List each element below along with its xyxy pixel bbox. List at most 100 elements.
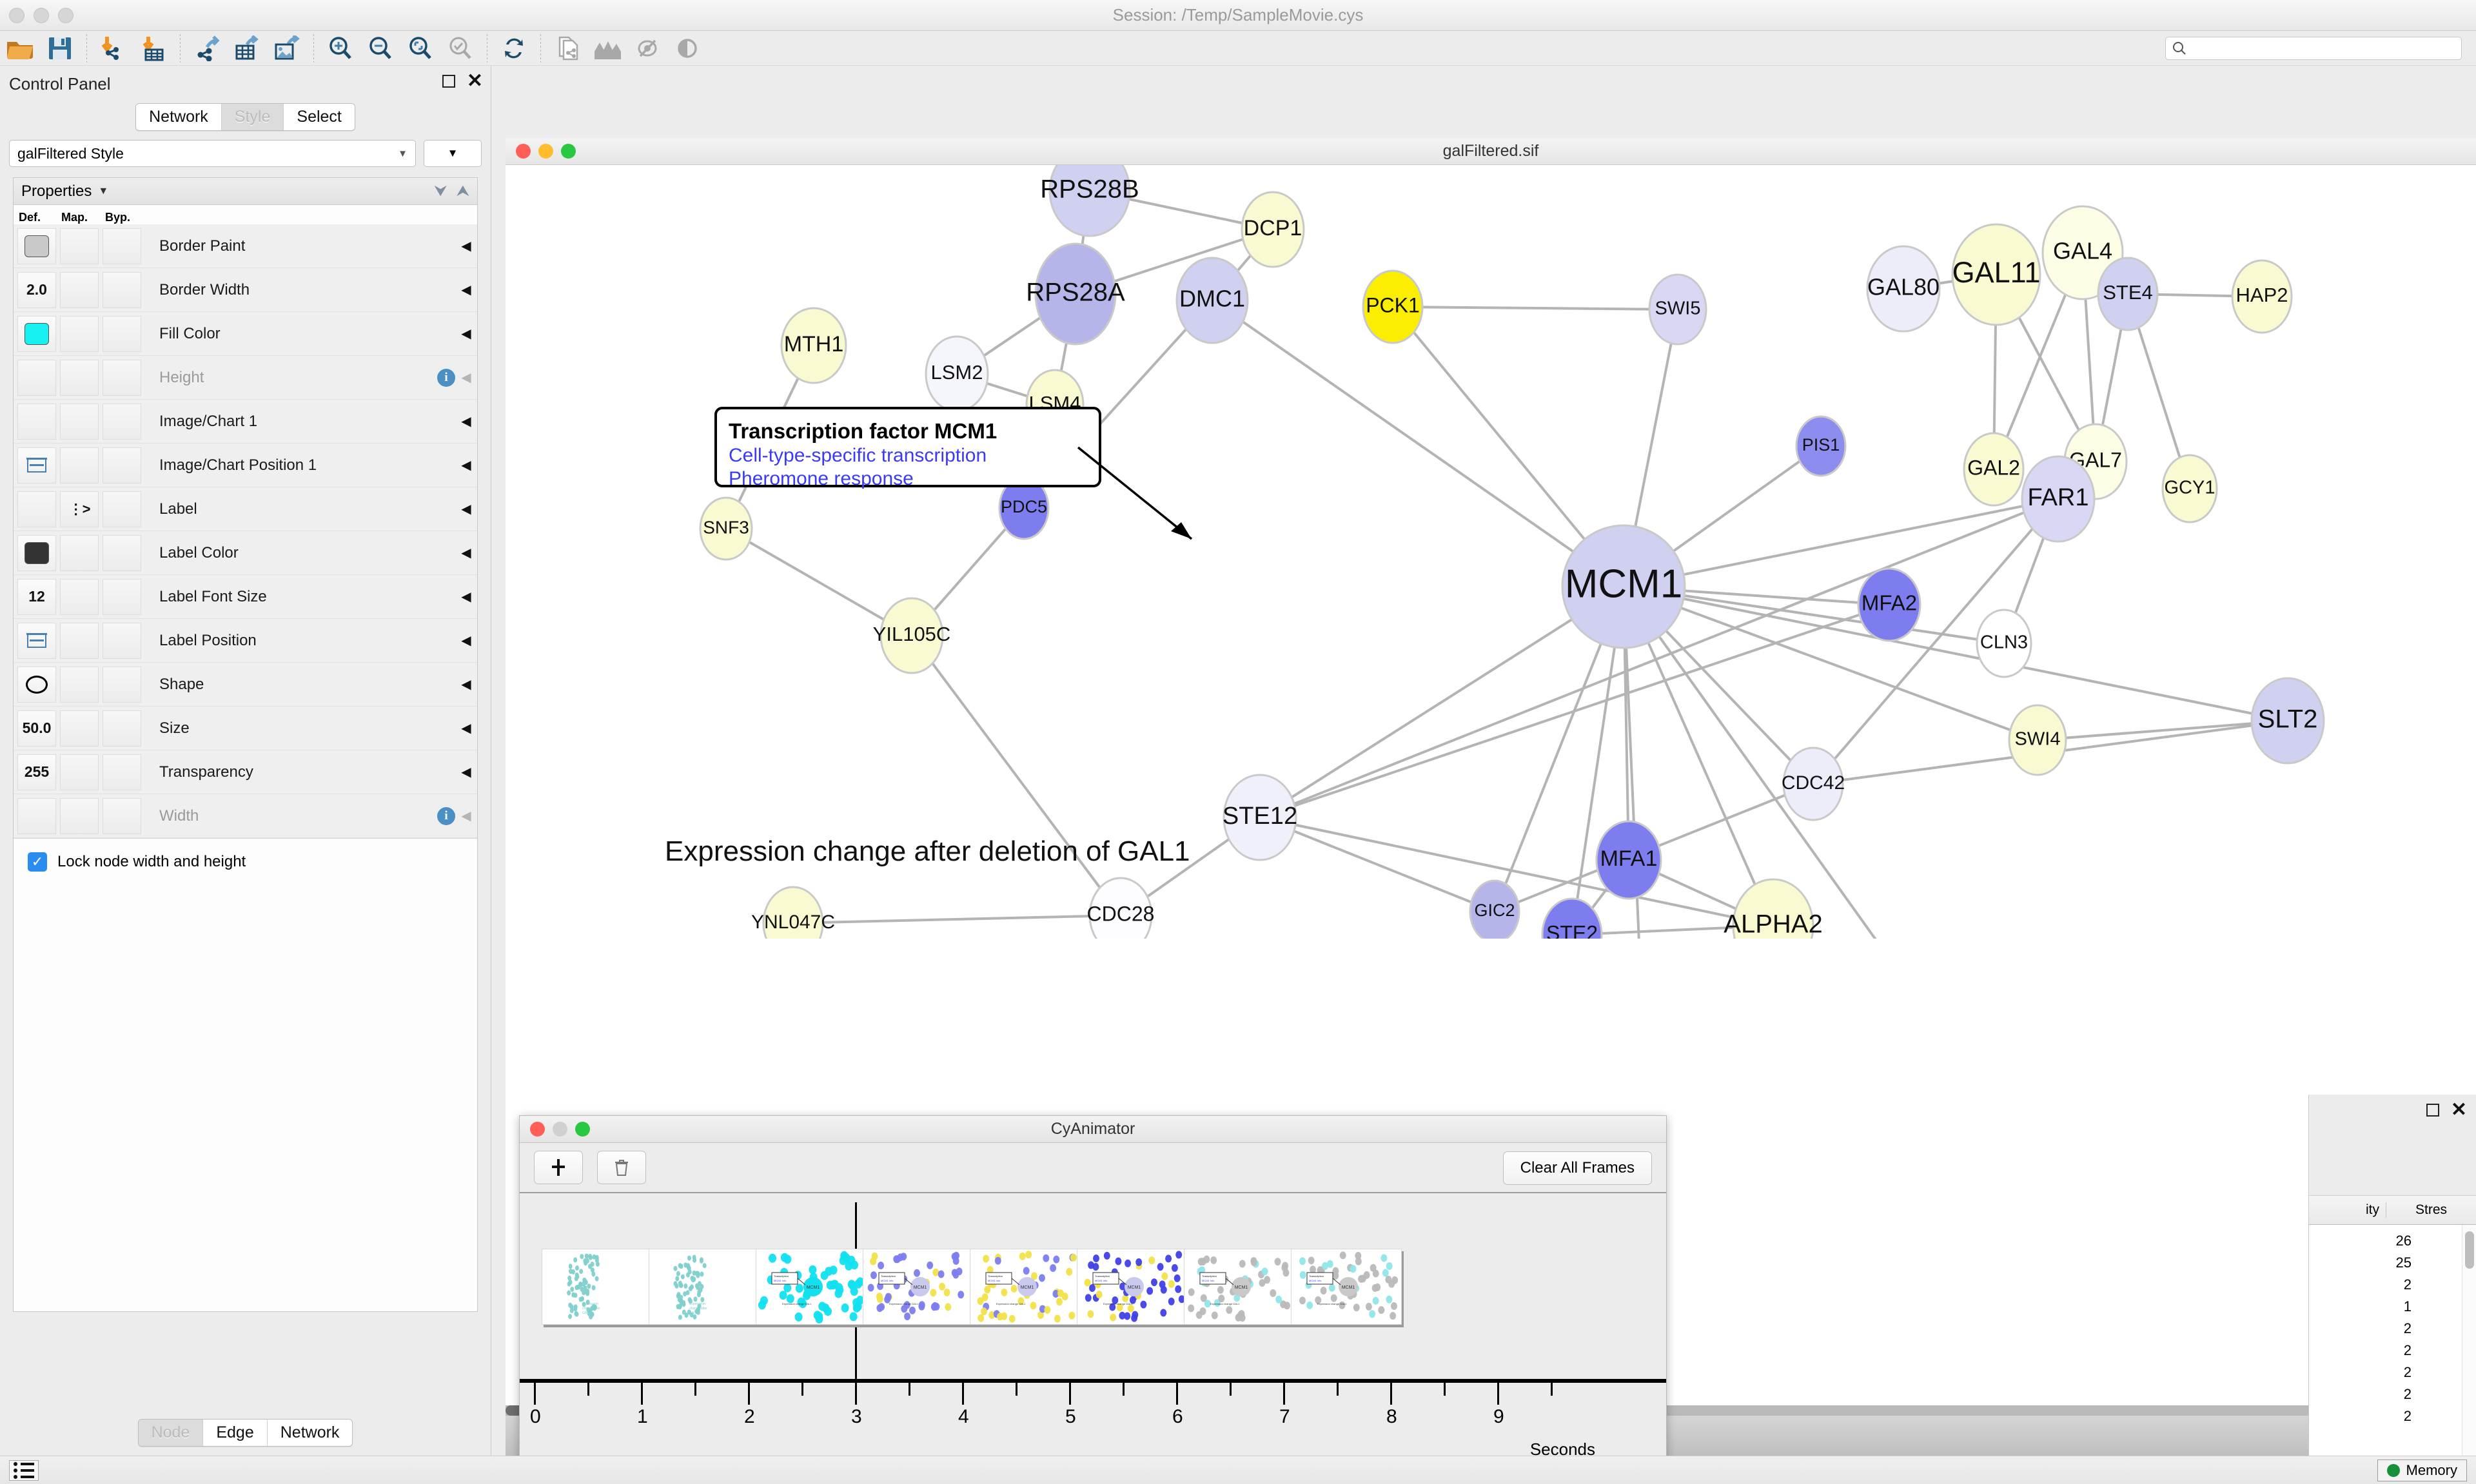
property-mapping-cell[interactable] bbox=[60, 578, 99, 615]
property-mapping-cell[interactable]: ⋮> bbox=[60, 491, 99, 527]
node-ellipse[interactable] bbox=[2097, 257, 2159, 331]
graph-node[interactable]: GIC2 bbox=[1469, 879, 1520, 939]
property-row[interactable]: Image/Chart Position 1 ◀ bbox=[14, 444, 477, 487]
property-default-cell[interactable] bbox=[17, 491, 56, 527]
property-bypass-cell[interactable] bbox=[103, 271, 141, 308]
graph-node[interactable]: CDC28 bbox=[1087, 877, 1155, 939]
search-input[interactable] bbox=[2192, 41, 2455, 56]
property-row[interactable]: 50.0 Size ◀ bbox=[14, 707, 477, 750]
property-mapping-cell[interactable] bbox=[60, 403, 99, 440]
expand-property-icon[interactable]: ◀ bbox=[461, 415, 471, 429]
property-default-cell[interactable] bbox=[17, 447, 56, 483]
timeline-frame[interactable]: MCM1 Transcription MCM1 info Expression cha… bbox=[1291, 1249, 1402, 1325]
expand-property-icon[interactable]: ◀ bbox=[461, 546, 471, 560]
graph-node[interactable]: STE2 bbox=[1541, 897, 1603, 939]
memory-status-button[interactable]: Memory bbox=[2377, 1459, 2467, 1481]
graph-edge[interactable] bbox=[1259, 816, 1495, 913]
property-default-cell[interactable] bbox=[17, 666, 56, 703]
expand-all-icon[interactable]: ⮟ bbox=[434, 182, 447, 200]
table-row[interactable]: 2 bbox=[2403, 1408, 2412, 1424]
expand-property-icon[interactable]: ◀ bbox=[461, 502, 471, 516]
property-default-cell[interactable]: 50.0 bbox=[17, 710, 56, 747]
close-icon[interactable]: ✕ bbox=[466, 70, 483, 92]
timeline-frame[interactable]: MCM1 Transcription MCM1 info Expression cha… bbox=[1184, 1249, 1295, 1325]
minimize-network-window-button[interactable] bbox=[538, 144, 553, 159]
info-icon[interactable]: i bbox=[437, 368, 455, 387]
node-ellipse[interactable] bbox=[2231, 259, 2293, 334]
graph-node[interactable]: MFA1 bbox=[1595, 820, 1662, 900]
graph-edge[interactable] bbox=[1259, 498, 2059, 819]
cyanimator-timeline[interactable]: Expression change after GAL1 Expression chan… bbox=[520, 1193, 1666, 1484]
graph-node[interactable]: DMC1 bbox=[1175, 257, 1249, 344]
expand-property-icon[interactable]: ◀ bbox=[461, 634, 471, 648]
graph-node[interactable]: MCM1 bbox=[1561, 524, 1686, 649]
graph-node[interactable]: PDC5 bbox=[998, 476, 1050, 540]
maximize-window-button[interactable] bbox=[58, 8, 74, 23]
graph-edge[interactable] bbox=[2037, 719, 2288, 741]
property-row[interactable]: Border Paint ◀ bbox=[14, 224, 477, 268]
expand-property-icon[interactable]: ◀ bbox=[461, 283, 471, 297]
graph-node[interactable]: SNF3 bbox=[699, 496, 753, 561]
task-list-button[interactable] bbox=[9, 1460, 39, 1481]
float-panel-icon[interactable] bbox=[442, 75, 455, 88]
property-row[interactable]: 255 Transparency ◀ bbox=[14, 750, 477, 794]
property-bypass-cell[interactable] bbox=[103, 359, 141, 396]
property-bypass-cell[interactable] bbox=[103, 754, 141, 790]
node-ellipse[interactable] bbox=[1866, 245, 1941, 333]
network-graph[interactable]: RPS28B RPS28A DCP1 DMC1 PCK1 SWI5 GAL80 GAL11 GA… bbox=[506, 165, 2476, 939]
table-row[interactable]: 2 bbox=[2403, 1320, 2412, 1336]
import-table-icon[interactable] bbox=[133, 33, 173, 64]
property-mapping-cell[interactable] bbox=[60, 622, 99, 659]
open-folder-icon[interactable] bbox=[0, 33, 40, 64]
expand-property-icon[interactable]: ◀ bbox=[461, 327, 471, 341]
expand-property-icon[interactable]: ◀ bbox=[461, 371, 471, 385]
node-ellipse[interactable] bbox=[1088, 877, 1153, 939]
property-row[interactable]: Label Color ◀ bbox=[14, 531, 477, 575]
property-default-cell[interactable]: 2.0 bbox=[17, 271, 56, 308]
lock-node-size-checkbox[interactable]: ✓ bbox=[28, 852, 47, 872]
tab-select[interactable]: Select bbox=[284, 104, 355, 130]
table-rows[interactable]: 26 25 2 1 2 2 2 2 2 bbox=[2309, 1225, 2462, 1456]
annotation-callout[interactable]: Transcription factor MCM1 Cell-type-spec… bbox=[714, 407, 1101, 489]
node-ellipse[interactable] bbox=[1034, 242, 1117, 346]
node-ellipse[interactable] bbox=[1362, 269, 1424, 344]
node-ellipse[interactable] bbox=[1241, 191, 1305, 268]
table-vscrollbar[interactable] bbox=[2462, 1225, 2476, 1456]
tab-network[interactable]: Network bbox=[136, 104, 222, 130]
node-ellipse[interactable] bbox=[1175, 257, 1249, 344]
refresh-icon[interactable] bbox=[494, 33, 534, 64]
property-row[interactable]: 12 Label Font Size ◀ bbox=[14, 575, 477, 619]
graph-edge[interactable] bbox=[1259, 816, 1774, 927]
property-bypass-cell[interactable] bbox=[103, 710, 141, 747]
window-traffic-lights[interactable] bbox=[9, 8, 74, 23]
style-options-button[interactable]: ▼ bbox=[424, 140, 482, 167]
graph-node[interactable]: STE4 bbox=[2097, 257, 2159, 331]
graph-node[interactable]: ALPHA2 bbox=[1724, 878, 1823, 939]
property-mapping-cell[interactable] bbox=[60, 315, 99, 352]
node-ellipse[interactable] bbox=[1732, 878, 1814, 939]
show-all-icon[interactable] bbox=[667, 33, 707, 64]
property-default-cell[interactable] bbox=[17, 622, 56, 659]
info-icon[interactable]: i bbox=[437, 806, 455, 825]
properties-menu-icon[interactable]: ▼ bbox=[98, 185, 109, 197]
close-window-button[interactable] bbox=[9, 8, 25, 23]
minimize-window-button[interactable] bbox=[34, 8, 49, 23]
property-default-cell[interactable] bbox=[17, 403, 56, 440]
bottom-tab-edge[interactable]: Edge bbox=[203, 1420, 268, 1446]
table-row[interactable]: 1 bbox=[2403, 1298, 2412, 1314]
timeline-frame[interactable]: Expression change after GAL1 bbox=[649, 1249, 760, 1325]
graph-node[interactable]: GCY1 bbox=[2161, 454, 2218, 523]
node-ellipse[interactable] bbox=[1469, 879, 1520, 939]
zoom-in-icon[interactable] bbox=[320, 33, 360, 64]
delete-frame-button[interactable] bbox=[597, 1151, 646, 1184]
node-ellipse[interactable] bbox=[1782, 747, 1844, 821]
graph-node[interactable]: SWI5 bbox=[1648, 273, 1707, 346]
node-ellipse[interactable] bbox=[699, 496, 753, 561]
node-ellipse[interactable] bbox=[2250, 677, 2325, 765]
table-row[interactable]: 2 bbox=[2403, 1386, 2412, 1402]
property-default-cell[interactable] bbox=[17, 315, 56, 352]
expand-property-icon[interactable]: ◀ bbox=[461, 590, 471, 604]
property-bypass-cell[interactable] bbox=[103, 797, 141, 834]
close-network-window-button[interactable] bbox=[516, 144, 531, 159]
graph-edge[interactable] bbox=[1812, 498, 2059, 785]
